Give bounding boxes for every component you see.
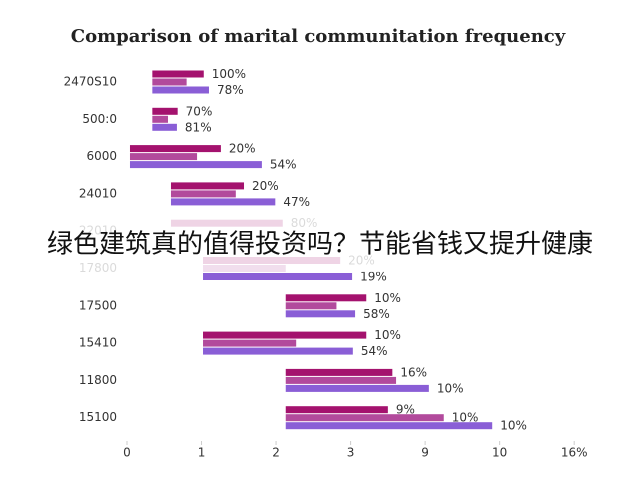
- chart-title: Comparison of marital communitation freq…: [71, 26, 566, 47]
- bar: [152, 123, 177, 131]
- x-tick-label: 2: [272, 446, 280, 460]
- bar: [285, 422, 493, 430]
- bar-label: 10%: [452, 411, 479, 425]
- bar: [129, 145, 221, 153]
- bar-label: 16%: [400, 365, 427, 379]
- y-tick-label: 11800: [79, 373, 117, 387]
- bar: [203, 331, 367, 339]
- x-tick-label: 10: [492, 446, 507, 460]
- overlay-banner: [0, 218, 640, 272]
- bar: [152, 115, 168, 123]
- y-tick-label: 6000: [86, 149, 117, 163]
- bar: [129, 153, 198, 161]
- y-tick-label: 500:0: [82, 112, 117, 126]
- y-tick-label: 15410: [79, 336, 117, 350]
- bar-label: 20%: [252, 179, 279, 193]
- x-tick-label: 1: [198, 446, 206, 460]
- bar-label: 54%: [270, 158, 297, 172]
- x-tick-label: 9: [421, 446, 429, 460]
- bar: [203, 339, 297, 347]
- bar: [203, 273, 353, 280]
- bar-label: 9%: [396, 403, 415, 417]
- bar-label: 70%: [186, 104, 213, 118]
- bar: [285, 376, 397, 384]
- bar-label: 10%: [374, 328, 401, 342]
- bar-label: 100%: [212, 67, 246, 81]
- bar-label: 10%: [437, 381, 464, 395]
- x-tick-label: 16%: [561, 446, 588, 460]
- bar: [170, 190, 236, 198]
- bar-label: 10%: [374, 291, 401, 305]
- bar-label: 81%: [185, 120, 212, 134]
- bar: [152, 86, 209, 94]
- bar-label: 47%: [283, 195, 310, 209]
- bar-label: 19%: [360, 270, 387, 284]
- bar: [129, 161, 262, 169]
- bar-label: 78%: [217, 83, 244, 97]
- y-tick-label: 2470S10: [64, 75, 117, 89]
- y-tick-label: 24010: [79, 186, 117, 200]
- overlay-text: 绿色建筑真的值得投资吗？节能省钱又提升健康: [47, 230, 593, 260]
- bar: [285, 414, 444, 422]
- bar-label: 58%: [363, 307, 390, 321]
- bar: [152, 107, 178, 115]
- bar: [285, 406, 388, 414]
- bar: [285, 368, 393, 376]
- bar: [285, 384, 429, 392]
- x-tick-label: 0: [123, 446, 131, 460]
- bar: [203, 347, 353, 355]
- bar-label: 54%: [361, 344, 388, 358]
- bar-label: 20%: [229, 142, 256, 156]
- x-tick-label: 3: [347, 446, 355, 460]
- bar: [285, 294, 367, 302]
- bar: [285, 310, 356, 318]
- y-tick-label: 17500: [79, 298, 117, 312]
- bar: [152, 78, 187, 86]
- bar-label: 10%: [500, 419, 527, 433]
- y-tick-label: 15100: [79, 410, 117, 424]
- bar: [170, 182, 245, 190]
- bar: [152, 70, 204, 78]
- bar: [285, 302, 337, 310]
- bar: [170, 198, 276, 206]
